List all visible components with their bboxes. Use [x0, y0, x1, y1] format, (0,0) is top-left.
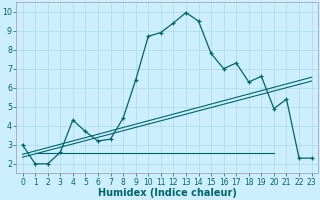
X-axis label: Humidex (Indice chaleur): Humidex (Indice chaleur): [98, 188, 236, 198]
